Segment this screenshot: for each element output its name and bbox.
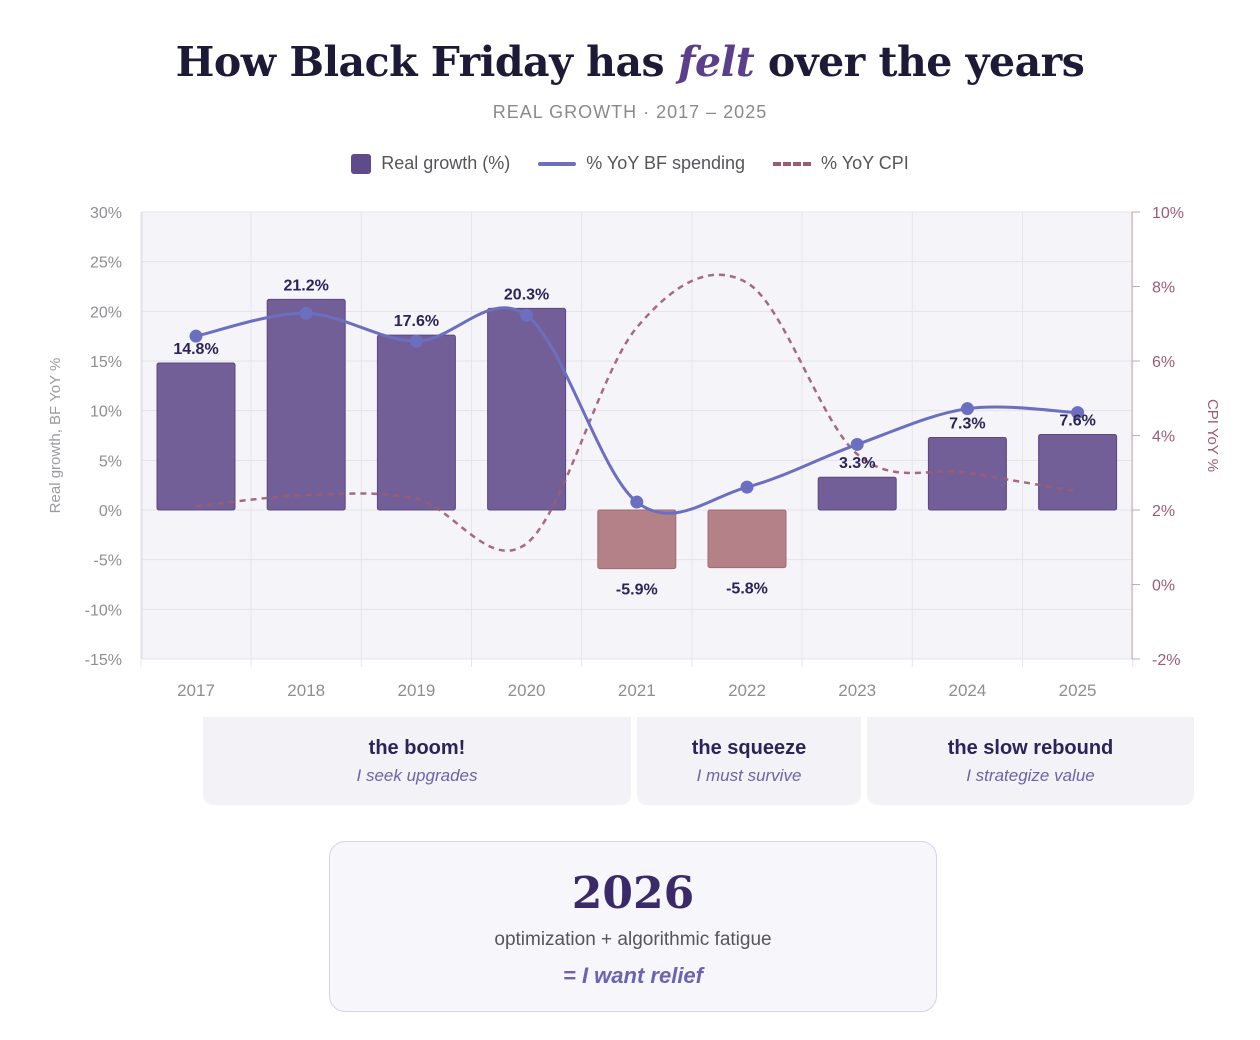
phase-name: the boom! — [368, 737, 466, 759]
verdict-year: 2026 — [571, 868, 695, 919]
bar-value-label: 17.6% — [394, 313, 439, 330]
spending-point — [630, 495, 644, 509]
phase-motto: I must survive — [696, 766, 802, 785]
x-tick-label: 2018 — [287, 681, 325, 700]
x-tick-label: 2023 — [838, 681, 876, 700]
spending-point — [1071, 406, 1085, 420]
bar-value-label: 7.6% — [1059, 413, 1095, 430]
y-tick-label: -15% — [85, 652, 122, 669]
bar — [156, 362, 236, 511]
bar — [1038, 434, 1118, 511]
y-tick-label: 20% — [90, 304, 122, 321]
y-tick-label: 5% — [99, 453, 122, 470]
spending-point — [740, 480, 754, 494]
title-suffix: over the years — [754, 38, 1085, 86]
x-tick-label: 2022 — [728, 681, 766, 700]
legend-swatch-dash — [773, 161, 812, 166]
bar-value-label: 21.2% — [284, 277, 329, 294]
y-right-tick-label: 10% — [1152, 205, 1184, 222]
bar — [707, 509, 787, 569]
legend-item-real-growth[interactable]: Real growth (%) — [351, 153, 510, 174]
x-tick-label: 2021 — [618, 681, 656, 700]
phase-motto: I strategize value — [966, 766, 1095, 785]
legend-item-cpi[interactable]: % YoY CPI — [773, 153, 909, 174]
legend-label-real-growth: Real growth (%) — [381, 153, 511, 173]
bar — [597, 509, 677, 570]
y-tick-label: 0% — [99, 503, 122, 520]
phase-motto: I seek upgrades — [356, 766, 478, 785]
y-axis-title: Real growth, BF YoY % — [47, 358, 64, 514]
y-right-tick-label: 8% — [1152, 280, 1175, 297]
y-tick-label: 15% — [90, 354, 122, 371]
spending-line — [195, 306, 1078, 515]
legend-swatch-line — [538, 161, 577, 166]
title-prefix: How Black Friday has — [175, 38, 678, 86]
x-tick-label: 2017 — [177, 681, 215, 700]
y-tick-label: 10% — [90, 404, 122, 421]
y-right-tick-label: 2% — [1152, 503, 1175, 520]
bar-value-label: -5.9% — [616, 582, 658, 599]
cpi-line — [195, 273, 1078, 552]
legend-swatch-bar — [351, 153, 372, 174]
spending-point — [189, 329, 203, 343]
title-emphasis: felt — [677, 38, 755, 86]
bar — [266, 298, 346, 511]
phase-card-rebound: the slow rebound I strategize value — [867, 717, 1194, 805]
bar-value-label: 7.3% — [949, 415, 985, 432]
y-right-tick-label: 4% — [1152, 429, 1175, 446]
spending-point — [409, 334, 423, 348]
y-tick-label: -5% — [94, 553, 122, 570]
spending-point — [299, 306, 313, 320]
spending-point — [850, 437, 864, 451]
chart-legend: Real growth (%) % YoY BF spending % YoY … — [0, 153, 1260, 174]
chart-title: How Black Friday has felt over the years — [0, 38, 1260, 86]
x-tick-label: 2019 — [397, 681, 435, 700]
y-tick-label: -10% — [85, 602, 122, 619]
bar-value-label: -5.8% — [726, 581, 768, 598]
y-right-tick-label: 6% — [1152, 354, 1175, 371]
y-right-tick-label: -2% — [1152, 652, 1180, 669]
x-tick-label: 2025 — [1059, 681, 1097, 700]
x-tick-label: 2024 — [948, 681, 986, 700]
phase-name: the slow rebound — [947, 737, 1114, 759]
spending-point — [960, 402, 974, 416]
phase-card-squeeze: the squeeze I must survive — [637, 717, 861, 805]
bar — [927, 436, 1007, 511]
bar-value-label: 14.8% — [173, 341, 218, 358]
chart-subtitle: REAL GROWTH · 2017 – 2025 — [492, 102, 768, 122]
verdict-card: 2026 optimization + algorithmic fatigue … — [329, 841, 937, 1012]
bar-value-label: 3.3% — [839, 455, 875, 472]
chart-plot: -15% -10% -5% 0% 5% 10% 15% 20% 25% 30% -2% 0% 2% 4% 6… — [47, 205, 1221, 700]
legend-item-bf-spending[interactable]: % YoY BF spending — [538, 153, 745, 174]
bar — [487, 307, 567, 511]
y-right-axis-title: CPI YoY % — [1204, 399, 1221, 472]
x-tick-label: 2020 — [508, 681, 546, 700]
verdict-description: optimization + algorithmic fatigue — [494, 929, 772, 950]
phase-card-boom: the boom! I seek upgrades — [203, 717, 631, 805]
bar-value-label: 20.3% — [504, 286, 549, 303]
bar — [817, 476, 897, 511]
legend-label-cpi: % YoY CPI — [821, 153, 909, 173]
spending-point — [520, 308, 534, 322]
verdict-conclusion: = I want relief — [563, 963, 703, 988]
y-tick-label: 30% — [90, 205, 122, 222]
y-right-tick-label: 0% — [1152, 578, 1175, 595]
bar — [376, 334, 456, 511]
phase-name: the squeeze — [691, 737, 807, 759]
y-tick-label: 25% — [90, 255, 122, 272]
legend-label-bf-spending: % YoY BF spending — [586, 153, 746, 173]
